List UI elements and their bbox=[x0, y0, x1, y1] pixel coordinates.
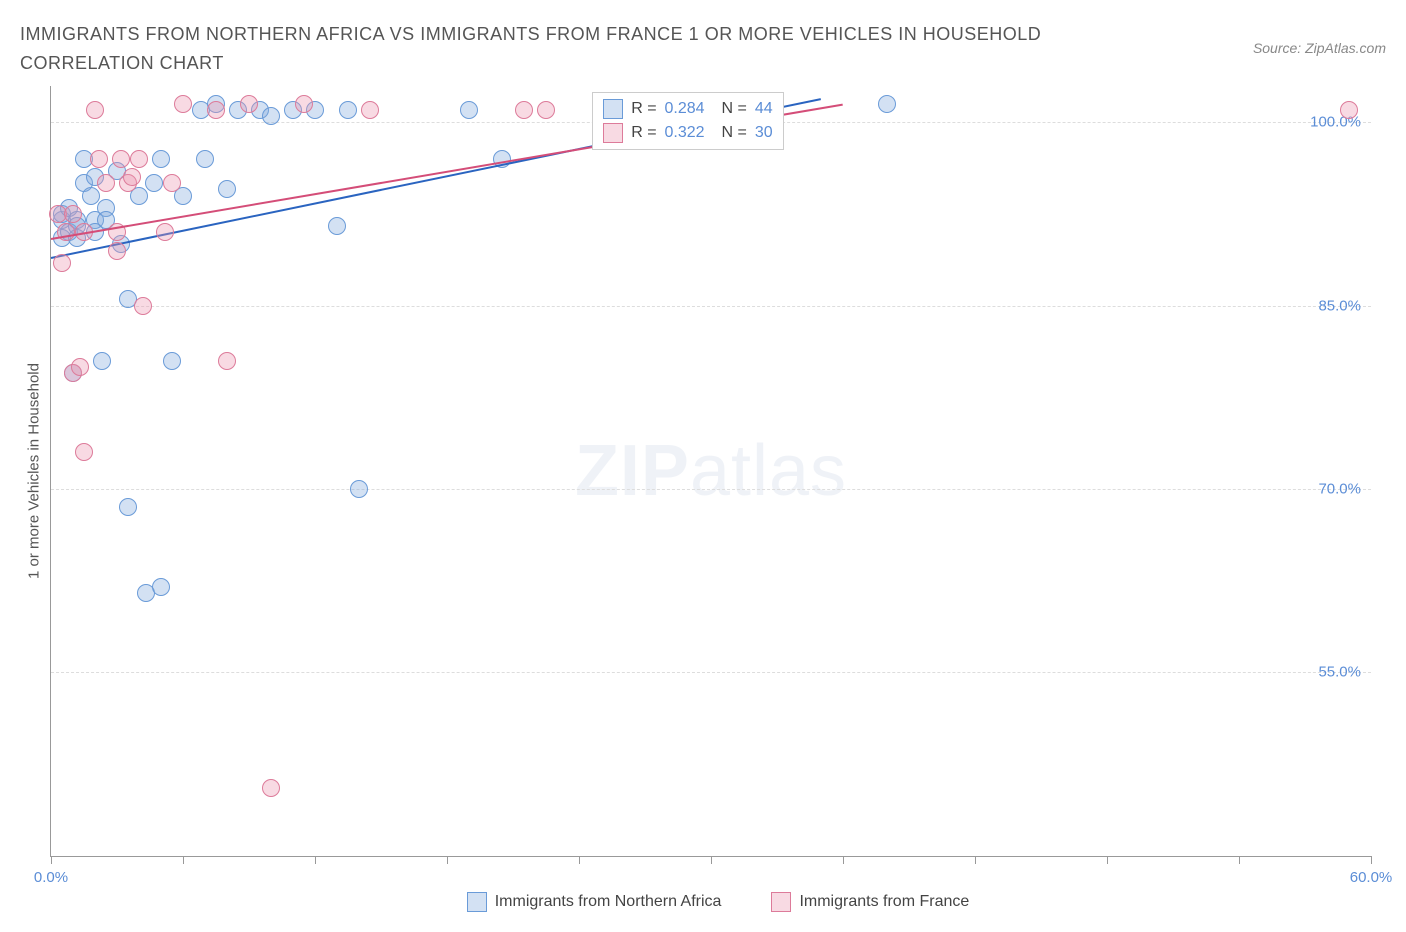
data-point bbox=[262, 107, 280, 125]
data-point bbox=[119, 498, 137, 516]
chart-title: IMMIGRANTS FROM NORTHERN AFRICA VS IMMIG… bbox=[20, 20, 1120, 78]
stat-row: R = 0.284 N = 44 bbox=[603, 97, 772, 121]
data-point bbox=[71, 358, 89, 376]
gridline bbox=[51, 489, 1371, 490]
x-tick bbox=[579, 856, 580, 864]
data-point bbox=[86, 101, 104, 119]
gridline bbox=[51, 672, 1371, 673]
stat-n-value: 30 bbox=[755, 124, 773, 142]
scatter-plot-area: ZIPatlas 55.0%70.0%85.0%100.0%0.0%60.0%R… bbox=[50, 86, 1371, 857]
data-point bbox=[156, 223, 174, 241]
x-tick bbox=[51, 856, 52, 864]
x-tick bbox=[1371, 856, 1372, 864]
series-swatch bbox=[603, 99, 623, 119]
data-point bbox=[515, 101, 533, 119]
data-point bbox=[218, 180, 236, 198]
source-attribution: Source: ZipAtlas.com bbox=[1253, 40, 1386, 56]
correlation-stats-box: R = 0.284 N = 44R = 0.322 N = 30 bbox=[592, 92, 783, 150]
data-point bbox=[152, 150, 170, 168]
x-tick bbox=[447, 856, 448, 864]
data-point bbox=[460, 101, 478, 119]
legend-swatch bbox=[771, 892, 791, 912]
x-tick-label: 0.0% bbox=[34, 869, 68, 886]
stat-r-value: 0.322 bbox=[665, 124, 705, 142]
data-point bbox=[174, 95, 192, 113]
data-point bbox=[537, 101, 555, 119]
stat-row: R = 0.322 N = 30 bbox=[603, 121, 772, 145]
stat-r-value: 0.284 bbox=[665, 100, 705, 118]
legend-label: Immigrants from France bbox=[799, 893, 969, 911]
data-point bbox=[328, 217, 346, 235]
legend-swatch bbox=[467, 892, 487, 912]
data-point bbox=[207, 101, 225, 119]
data-point bbox=[123, 168, 141, 186]
data-point bbox=[130, 150, 148, 168]
data-point bbox=[75, 443, 93, 461]
data-point bbox=[295, 95, 313, 113]
y-tick-label: 55.0% bbox=[1318, 664, 1361, 681]
watermark: ZIPatlas bbox=[575, 430, 847, 512]
data-point bbox=[878, 95, 896, 113]
data-point bbox=[196, 150, 214, 168]
series-swatch bbox=[603, 123, 623, 143]
data-point bbox=[134, 297, 152, 315]
legend-label: Immigrants from Northern Africa bbox=[495, 893, 722, 911]
data-point bbox=[350, 480, 368, 498]
legend: Immigrants from Northern Africa Immigrant… bbox=[50, 892, 1386, 912]
data-point bbox=[112, 150, 130, 168]
data-point bbox=[163, 174, 181, 192]
data-point bbox=[240, 95, 258, 113]
data-point bbox=[1340, 101, 1358, 119]
data-point bbox=[53, 254, 71, 272]
data-point bbox=[339, 101, 357, 119]
data-point bbox=[218, 352, 236, 370]
data-point bbox=[361, 101, 379, 119]
legend-item: Immigrants from France bbox=[771, 892, 969, 912]
stat-r-label: R = bbox=[631, 124, 656, 142]
data-point bbox=[64, 205, 82, 223]
data-point bbox=[57, 223, 75, 241]
legend-item: Immigrants from Northern Africa bbox=[467, 892, 722, 912]
x-tick bbox=[315, 856, 316, 864]
x-tick bbox=[183, 856, 184, 864]
data-point bbox=[262, 779, 280, 797]
y-axis-label: 1 or more Vehicles in Household bbox=[26, 363, 43, 579]
x-tick-label: 60.0% bbox=[1350, 869, 1393, 886]
gridline bbox=[51, 306, 1371, 307]
x-tick bbox=[1239, 856, 1240, 864]
data-point bbox=[90, 150, 108, 168]
x-tick bbox=[975, 856, 976, 864]
y-tick-label: 85.0% bbox=[1318, 297, 1361, 314]
stat-r-label: R = bbox=[631, 100, 656, 118]
x-tick bbox=[711, 856, 712, 864]
data-point bbox=[93, 352, 111, 370]
data-point bbox=[97, 174, 115, 192]
data-point bbox=[145, 174, 163, 192]
data-point bbox=[163, 352, 181, 370]
x-tick bbox=[843, 856, 844, 864]
data-point bbox=[108, 242, 126, 260]
stat-n-label: N = bbox=[713, 124, 747, 142]
stat-n-label: N = bbox=[713, 100, 747, 118]
data-point bbox=[152, 578, 170, 596]
data-point bbox=[82, 187, 100, 205]
y-tick-label: 70.0% bbox=[1318, 480, 1361, 497]
stat-n-value: 44 bbox=[755, 100, 773, 118]
x-tick bbox=[1107, 856, 1108, 864]
